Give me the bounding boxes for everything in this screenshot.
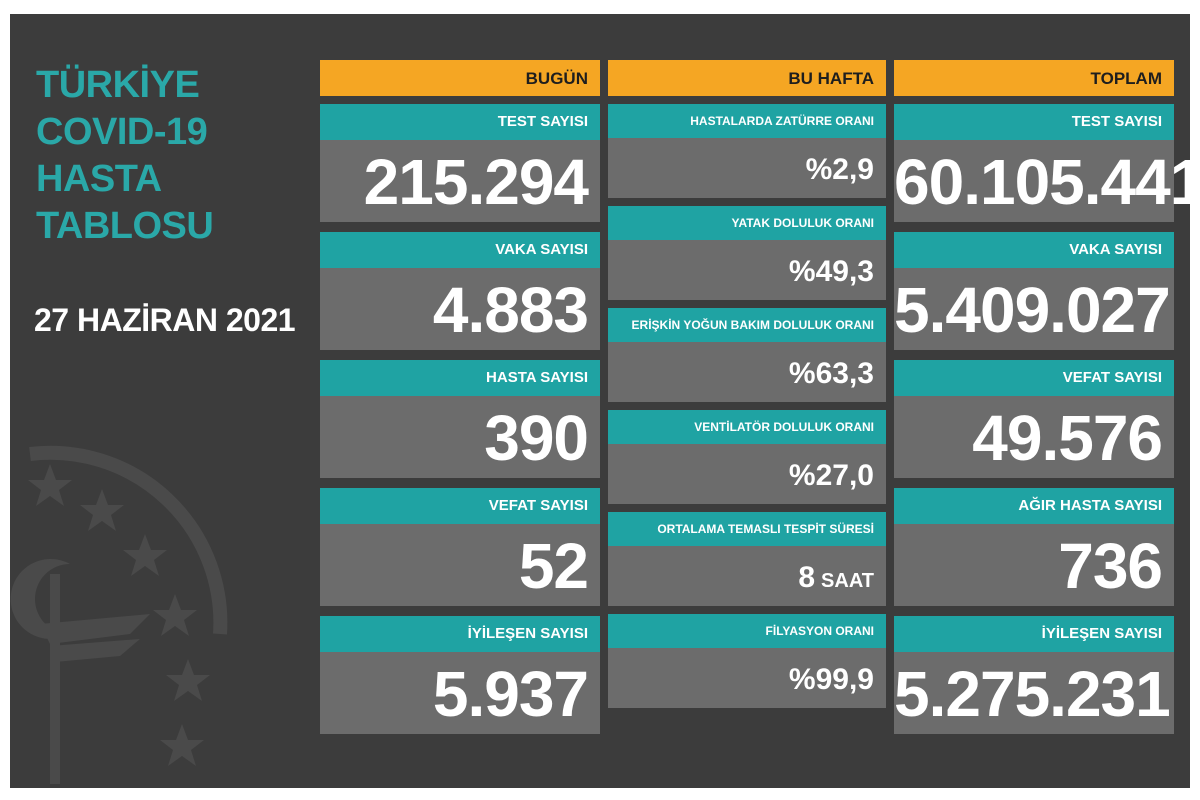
card-value: %63,3 xyxy=(608,342,886,402)
card-label: VAKA SAYISI xyxy=(894,232,1174,268)
total-test-card: TEST SAYISI 60.105.441 xyxy=(894,104,1190,222)
week-contact-time-card: ORTALAMA TEMASLI TESPİT SÜRESİ 8 SAAT xyxy=(608,512,886,606)
title-line: COVID-19 xyxy=(36,111,208,153)
card-label: FİLYASYON ORANI xyxy=(608,614,886,648)
today-column: BUGÜN TEST SAYISI 215.294 VAKA SAYISI 4.… xyxy=(320,60,600,744)
card-value: 4.883 xyxy=(320,268,600,350)
card-value: 390 xyxy=(320,396,600,478)
card-value: 736 xyxy=(894,524,1174,606)
card-value: 60.105.441 xyxy=(894,140,1190,222)
value-unit: SAAT xyxy=(821,570,874,592)
report-date: 27 HAZİRAN 2021 xyxy=(34,302,296,338)
total-header: TOPLAM xyxy=(894,60,1174,96)
card-value: %27,0 xyxy=(608,444,886,504)
card-label: VENTİLATÖR DOLULUK ORANI xyxy=(608,410,886,444)
card-value: 5.937 xyxy=(320,652,600,734)
total-case-card: VAKA SAYISI 5.409.027 xyxy=(894,232,1174,350)
card-value: 5.275.231 xyxy=(894,652,1174,734)
card-label: İYİLEŞEN SAYISI xyxy=(320,616,600,652)
total-death-card: VEFAT SAYISI 49.576 xyxy=(894,360,1174,478)
card-label: ORTALAMA TEMASLI TESPİT SÜRESİ xyxy=(608,512,886,546)
week-bed-occupancy-card: YATAK DOLULUK ORANI %49,3 xyxy=(608,206,886,300)
card-label: İYİLEŞEN SAYISI xyxy=(894,616,1174,652)
card-value: %2,9 xyxy=(608,138,886,198)
card-label: TEST SAYISI xyxy=(320,104,600,140)
card-label: ERİŞKİN YOĞUN BAKIM DOLULUK ORANI xyxy=(608,308,886,342)
card-label: AĞIR HASTA SAYISI xyxy=(894,488,1174,524)
today-patient-card: HASTA SAYISI 390 xyxy=(320,360,600,478)
total-severe-card: AĞIR HASTA SAYISI 736 xyxy=(894,488,1174,606)
card-label: VAKA SAYISI xyxy=(320,232,600,268)
title-line: TABLOSU xyxy=(36,205,214,247)
title-line: TÜRKİYE xyxy=(36,64,200,106)
card-label: VEFAT SAYISI xyxy=(894,360,1174,396)
covid-table-board: TÜRKİYE COVID-19 HASTA TABLOSU 27 HAZİRA… xyxy=(10,14,1190,788)
value-number: 8 xyxy=(798,561,816,594)
week-icu-occupancy-card: ERİŞKİN YOĞUN BAKIM DOLULUK ORANI %63,3 xyxy=(608,308,886,402)
card-value: %99,9 xyxy=(608,648,886,708)
card-value: %49,3 xyxy=(608,240,886,300)
card-value: 49.576 xyxy=(894,396,1174,478)
week-column: BU HAFTA HASTALARDA ZATÜRRE ORANI %2,9 Y… xyxy=(608,60,886,716)
total-recovered-card: İYİLEŞEN SAYISI 5.275.231 xyxy=(894,616,1174,734)
page-title: TÜRKİYE COVID-19 HASTA TABLOSU xyxy=(36,62,214,250)
today-death-card: VEFAT SAYISI 52 xyxy=(320,488,600,606)
week-pneumonia-card: HASTALARDA ZATÜRRE ORANI %2,9 xyxy=(608,104,886,198)
card-label: HASTA SAYISI xyxy=(320,360,600,396)
card-value: 215.294 xyxy=(320,140,600,222)
week-header: BU HAFTA xyxy=(608,60,886,96)
week-ventilator-card: VENTİLATÖR DOLULUK ORANI %27,0 xyxy=(608,410,886,504)
today-case-card: VAKA SAYISI 4.883 xyxy=(320,232,600,350)
total-column: TOPLAM TEST SAYISI 60.105.441 VAKA SAYIS… xyxy=(894,60,1190,744)
week-filiation-card: FİLYASYON ORANI %99,9 xyxy=(608,614,886,708)
today-header: BUGÜN xyxy=(320,60,600,96)
ministry-of-health-emblem-icon xyxy=(10,445,228,784)
card-label: VEFAT SAYISI xyxy=(320,488,600,524)
title-line: HASTA xyxy=(36,158,162,200)
card-value: 5.409.027 xyxy=(894,268,1174,350)
today-test-card: TEST SAYISI 215.294 xyxy=(320,104,600,222)
today-recovered-card: İYİLEŞEN SAYISI 5.937 xyxy=(320,616,600,734)
card-label: TEST SAYISI xyxy=(894,104,1174,140)
card-value: 8 SAAT xyxy=(608,546,886,606)
card-value: 52 xyxy=(320,524,600,606)
card-label: HASTALARDA ZATÜRRE ORANI xyxy=(608,104,886,138)
card-label: YATAK DOLULUK ORANI xyxy=(608,206,886,240)
